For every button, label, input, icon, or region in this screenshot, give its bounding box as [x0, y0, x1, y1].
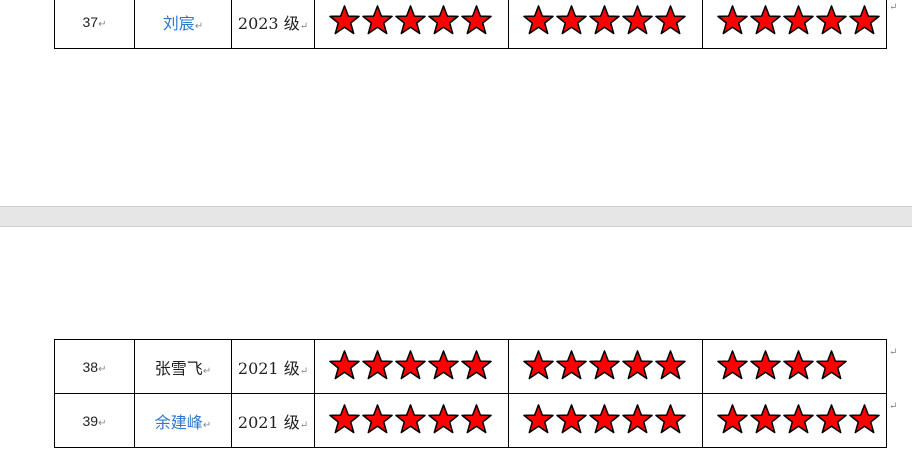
star-icon: [655, 403, 686, 438]
star-icon: [717, 4, 748, 39]
rating-cell: [702, 0, 887, 49]
student-name[interactable]: 刘宸↵: [134, 0, 232, 49]
star-icon: [622, 349, 653, 384]
row-end-mark: ↵: [889, 401, 898, 412]
star-icon: [329, 403, 360, 438]
student-name[interactable]: 余建峰↵: [134, 393, 232, 448]
grade: 2021 级↵: [231, 393, 315, 448]
rating-cell: [314, 0, 509, 49]
star-icon: [461, 4, 492, 39]
star-icon: [329, 349, 360, 384]
grade: 2023 级↵: [231, 0, 315, 49]
grade: 2021 级↵: [231, 339, 315, 394]
star-icon: [783, 349, 814, 384]
star-icon: [783, 4, 814, 39]
star-icon: [556, 4, 587, 39]
row-end-mark: ↵: [889, 347, 898, 358]
star-icon: [461, 403, 492, 438]
table-row: 37↵ 刘宸↵ 2023 级↵: [54, 0, 887, 49]
star-icon: [622, 4, 653, 39]
star-icon: [783, 403, 814, 438]
rating-cell: [702, 339, 887, 394]
star-icon: [589, 403, 620, 438]
star-icon: [395, 403, 426, 438]
table-row: 38↵ 张雪飞↵ 2021 级↵: [54, 339, 887, 394]
rating-cell: [508, 339, 703, 394]
table-page2: 38↵ 张雪飞↵ 2021 级↵ 39↵ 余建峰↵ 2021 级↵: [54, 339, 887, 448]
star-icon: [362, 403, 393, 438]
star-icon: [622, 403, 653, 438]
star-icon: [816, 349, 847, 384]
star-icon: [428, 403, 459, 438]
star-icon: [816, 4, 847, 39]
star-icon: [589, 349, 620, 384]
star-icon: [556, 349, 587, 384]
star-icon: [362, 349, 393, 384]
row-number: 38↵: [54, 339, 135, 394]
page-break: [0, 206, 912, 227]
star-icon: [523, 349, 554, 384]
star-icon: [556, 403, 587, 438]
table-row: 39↵ 余建峰↵ 2021 级↵: [54, 393, 887, 448]
row-number: 39↵: [54, 393, 135, 448]
star-icon: [395, 349, 426, 384]
star-icon: [329, 4, 360, 39]
star-icon: [655, 349, 686, 384]
star-icon: [655, 4, 686, 39]
star-icon: [428, 4, 459, 39]
star-icon: [589, 4, 620, 39]
rating-cell: [314, 339, 509, 394]
row-end-mark: ↵: [889, 2, 898, 13]
row-number: 37↵: [54, 0, 135, 49]
star-icon: [523, 403, 554, 438]
rating-cell: [508, 0, 703, 49]
rating-cell: [702, 393, 887, 448]
star-icon: [849, 403, 880, 438]
star-icon: [750, 4, 781, 39]
star-icon: [849, 4, 880, 39]
table-page1: 37↵ 刘宸↵ 2023 级↵: [54, 0, 887, 49]
star-icon: [395, 4, 426, 39]
star-icon: [750, 349, 781, 384]
star-icon: [750, 403, 781, 438]
star-icon: [717, 349, 748, 384]
star-icon: [717, 403, 748, 438]
star-icon: [461, 349, 492, 384]
rating-cell: [314, 393, 509, 448]
student-name: 张雪飞↵: [134, 339, 232, 394]
star-icon: [362, 4, 393, 39]
star-icon: [428, 349, 459, 384]
rating-cell: [508, 393, 703, 448]
star-icon: [816, 403, 847, 438]
star-icon: [523, 4, 554, 39]
